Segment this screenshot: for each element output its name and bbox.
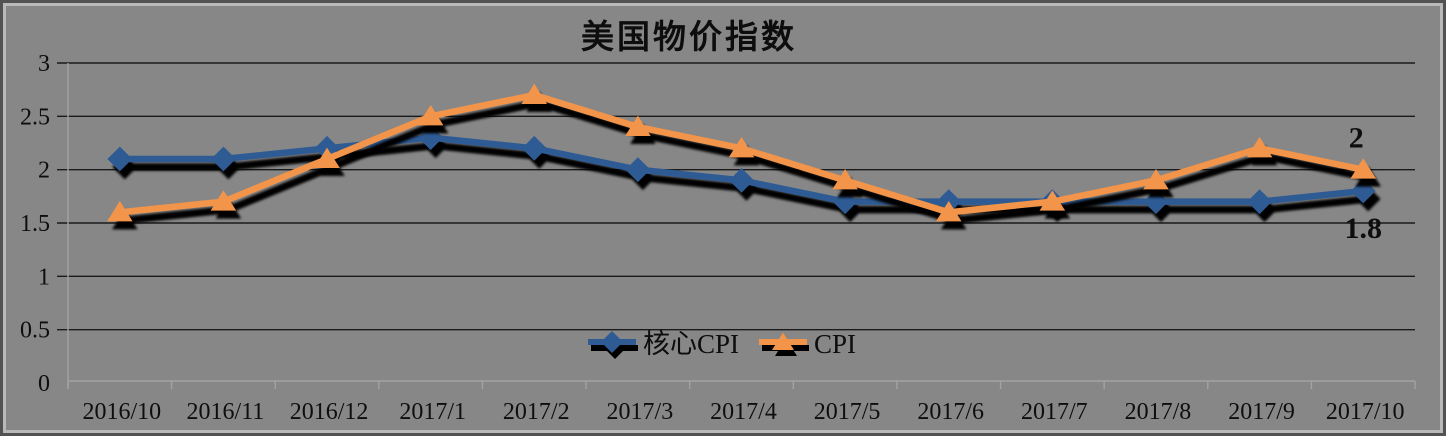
x-tick-label-2017/5: 2017/5	[814, 399, 881, 425]
series-核心CPI-marker	[211, 146, 236, 172]
series-CPI-marker	[1246, 136, 1273, 158]
series-CPI-marker	[832, 168, 858, 190]
x-tick-label-2017/10: 2017/10	[1326, 399, 1405, 425]
x-tick-label-2017/6: 2017/6	[917, 399, 984, 425]
diamond-legend-marker-icon	[588, 331, 638, 359]
x-tick-label-2017/3: 2017/3	[607, 399, 674, 425]
series-核心CPI-marker	[521, 135, 547, 161]
x-tick-label-2017/4: 2017/4	[710, 399, 777, 425]
y-tick-label-0.5: 0.5	[20, 318, 50, 344]
series-核心CPI-marker	[729, 167, 754, 193]
series-核心CPI-marker	[625, 157, 651, 183]
legend-label-核心CPI: 核心CPI	[643, 328, 740, 359]
legend-item-核心CPI: 核心CPI	[586, 327, 739, 361]
series-CPI-marker	[1039, 190, 1066, 211]
y-tick-label-3: 3	[38, 51, 50, 77]
y-tick-label-2: 2	[38, 158, 50, 184]
x-tick-label-2017/7: 2017/7	[1021, 399, 1088, 425]
series-CPI-marker	[210, 190, 237, 211]
series-CPI-marker	[521, 83, 548, 104]
series-CPI-marker	[728, 136, 755, 158]
chart-legend: 核心CPI CPI	[586, 327, 856, 361]
x-tick-label-2017/8: 2017/8	[1125, 399, 1192, 425]
legend-item-CPI: CPI	[757, 327, 856, 361]
x-tick-label-2016/10: 2016/10	[82, 399, 161, 425]
chart-title: 美国物价指数	[581, 18, 797, 55]
series-CPI-main	[106, 83, 1376, 222]
x-tick-label-2017/2: 2017/2	[503, 399, 570, 425]
series-CPI-marker	[417, 104, 444, 126]
series-CPI-marker	[106, 200, 133, 222]
y-tick-label-1: 1	[38, 264, 50, 290]
series-CPI-marker	[1350, 158, 1376, 179]
y-tick-label-1.5: 1.5	[20, 211, 50, 237]
data-label-CPI-last: 2	[1349, 122, 1364, 155]
triangle-legend-marker-icon	[759, 332, 810, 356]
series-CPI-marker	[625, 115, 651, 136]
series-CPI-marker	[1143, 168, 1169, 190]
series-核心CPI-marker	[1247, 189, 1272, 215]
x-tick-label-2016/12: 2016/12	[290, 399, 369, 425]
legend-label-CPI: CPI	[814, 328, 857, 359]
y-tick-label-0: 0	[38, 371, 50, 397]
x-tick-label-2017/9: 2017/9	[1228, 399, 1295, 425]
series-核心CPI-marker	[107, 146, 133, 172]
series-CPI-marker	[935, 200, 962, 222]
data-label-核心CPI-last: 1.8	[1344, 212, 1382, 245]
x-tick-label-2017/1: 2017/1	[399, 399, 466, 425]
series-CPI-marker	[314, 147, 340, 168]
y-tick-label-2.5: 2.5	[20, 104, 50, 130]
x-tick-label-2016/11: 2016/11	[187, 399, 265, 425]
